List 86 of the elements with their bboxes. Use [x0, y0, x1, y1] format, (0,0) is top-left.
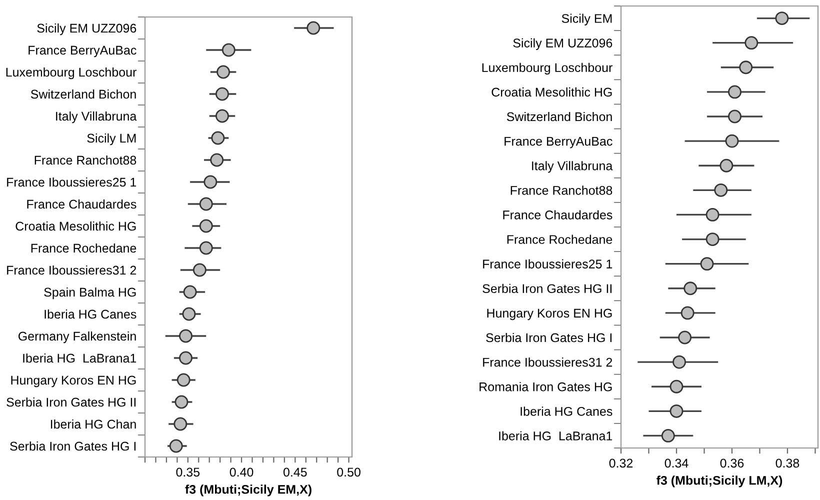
x-axis-title: f3 (Mbuti;Sicily EM,X): [185, 484, 312, 496]
y-tick-label: Croatia Mesolithic HG: [16, 221, 136, 231]
point: [192, 263, 206, 277]
point: [199, 197, 213, 211]
point: [672, 355, 686, 369]
y-tick-label: Italy Villabruna: [532, 161, 613, 173]
point: [182, 307, 196, 321]
y-tick-label: France Ranchot88: [34, 155, 136, 165]
y-tick-label: Germany Falkenstein: [18, 331, 136, 344]
x-tick-label: 0.50: [337, 468, 360, 477]
x-tick-label: 0.36: [720, 458, 744, 468]
y-tick-label: Sicily EM UZZ096: [513, 38, 612, 50]
point: [183, 285, 197, 299]
point: [179, 351, 192, 365]
y-tick-label: Croatia Mesolithic HG: [492, 87, 612, 97]
point: [169, 439, 183, 453]
y-tick-label: Italy Villabruna: [56, 111, 137, 124]
y-tick-label: Hungary Koros EN HG: [487, 308, 612, 320]
y-tick-label: Sicily EM: [562, 14, 612, 26]
y-tick-label: Serbia Iron Gates HG II: [482, 284, 612, 294]
point: [199, 219, 213, 233]
y-tick-label: France Iboussieres31 2: [483, 358, 612, 367]
y-tick-label: Romania Iron Gates HG: [480, 382, 612, 392]
y-tick-label: Luxembourg Loschbour: [6, 67, 136, 80]
point: [199, 241, 213, 255]
x-tick-label: 0.34: [664, 458, 688, 468]
point: [661, 429, 675, 442]
point: [174, 417, 188, 431]
x-tick-label: 0.35: [176, 468, 200, 477]
point: [210, 153, 224, 167]
point: [706, 232, 720, 246]
y-tick-label: Iberia HG Canes: [520, 406, 612, 416]
point: [728, 85, 742, 99]
y-tick-label: Iberia HG LaBrana1: [23, 353, 136, 363]
point: [670, 404, 684, 418]
y-tick-label: Luxembourg Loschbour: [482, 62, 612, 75]
y-tick-label: France Chaudardes: [503, 210, 612, 220]
y-tick-label: Spain Balma HG: [44, 287, 136, 300]
y-tick-label: France Iboussieres25 1: [7, 177, 136, 187]
y-tick-label: France Rochedane: [31, 243, 136, 253]
point: [211, 131, 225, 145]
x-axis-title: f3 (Mbuti;Sicily LM,X): [656, 476, 782, 488]
y-tick-label: Serbia Iron Gates HG I: [486, 332, 612, 342]
point: [684, 282, 698, 296]
point: [714, 183, 728, 197]
x-tick-label: 0.32: [609, 458, 633, 468]
x-tick-label: 0.38: [776, 458, 800, 468]
point: [706, 208, 720, 222]
y-tick-label: Sicily LM: [87, 133, 136, 146]
y-tick-label: Iberia HG Chan: [50, 419, 136, 429]
y-tick-label: Serbia Iron Gates HG I: [10, 441, 136, 451]
point: [720, 158, 734, 172]
point: [700, 257, 714, 271]
point: [680, 306, 694, 320]
point: [670, 380, 684, 394]
y-tick-label: France BerryAuBac: [28, 46, 136, 58]
y-tick-label: Switzerland Bichon: [506, 112, 612, 122]
point: [678, 330, 692, 344]
y-tick-label: Switzerland Bichon: [30, 89, 136, 99]
point: [306, 21, 320, 35]
x-tick-label: 0.40: [230, 468, 254, 477]
y-tick-label: Serbia Iron Gates HG II: [6, 397, 136, 407]
y-tick-label: Iberia HG Canes: [44, 309, 136, 319]
point: [216, 65, 230, 79]
y-tick-label: Iberia HG LaBrana1: [499, 431, 612, 440]
y-tick-label: Hungary Koros EN HG: [11, 376, 136, 388]
point: [179, 329, 192, 343]
point: [725, 134, 739, 148]
y-tick-label: France Chaudardes: [27, 199, 136, 209]
y-tick-label: Sicily EM UZZ096: [37, 23, 136, 36]
point: [174, 395, 188, 409]
x-tick-label: 0.45: [283, 468, 307, 477]
point: [728, 110, 742, 124]
point: [176, 373, 190, 387]
point: [216, 87, 229, 101]
y-tick-label: France Iboussieres31 2: [7, 265, 136, 275]
point: [204, 175, 218, 189]
point: [744, 36, 758, 50]
y-tick-label: France Ranchot88: [510, 186, 612, 195]
y-tick-label: France Iboussieres25 1: [483, 259, 612, 268]
point: [216, 109, 229, 123]
point: [739, 60, 753, 74]
point: [222, 43, 236, 57]
y-tick-label: France BerryAuBac: [504, 136, 612, 148]
point: [775, 12, 789, 25]
y-tick-label: France Rochedane: [507, 234, 612, 244]
